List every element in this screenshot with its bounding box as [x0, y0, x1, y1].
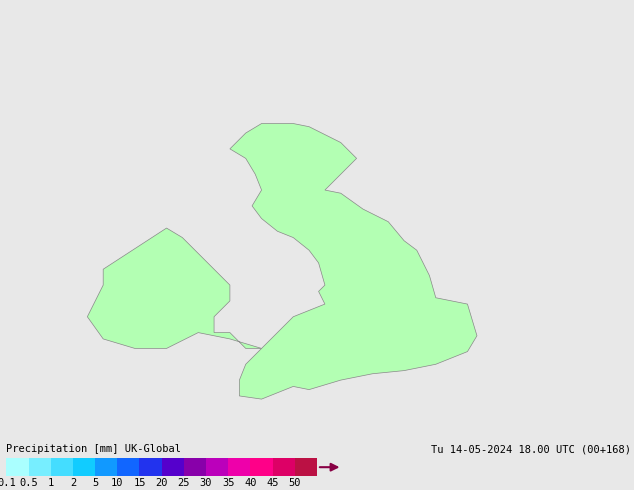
Bar	[206, 458, 228, 476]
Bar	[95, 458, 117, 476]
Bar	[184, 458, 206, 476]
Text: 1: 1	[48, 478, 54, 488]
Text: 5: 5	[92, 478, 98, 488]
Bar	[51, 458, 73, 476]
Text: 45: 45	[266, 478, 279, 488]
Bar	[139, 458, 162, 476]
Bar	[73, 458, 95, 476]
Text: 0.5: 0.5	[19, 478, 38, 488]
Bar	[250, 458, 273, 476]
Text: Tu 14-05-2024 18.00 UTC (00+168): Tu 14-05-2024 18.00 UTC (00+168)	[431, 444, 631, 454]
Bar	[273, 458, 295, 476]
Text: 30: 30	[200, 478, 212, 488]
Text: 40: 40	[244, 478, 257, 488]
Text: Precipitation [mm] UK-Global: Precipitation [mm] UK-Global	[6, 444, 181, 454]
Text: 10: 10	[111, 478, 124, 488]
Bar	[6, 458, 29, 476]
Text: 50: 50	[288, 478, 301, 488]
Text: 35: 35	[222, 478, 235, 488]
Text: 15: 15	[133, 478, 146, 488]
Text: 20: 20	[155, 478, 168, 488]
Bar	[228, 458, 250, 476]
Bar	[295, 458, 317, 476]
Text: 0.1: 0.1	[0, 478, 16, 488]
Polygon shape	[87, 228, 262, 348]
Bar	[29, 458, 51, 476]
Bar	[162, 458, 184, 476]
Text: 25: 25	[178, 478, 190, 488]
Polygon shape	[230, 123, 477, 399]
Bar	[117, 458, 139, 476]
Text: 2: 2	[70, 478, 76, 488]
